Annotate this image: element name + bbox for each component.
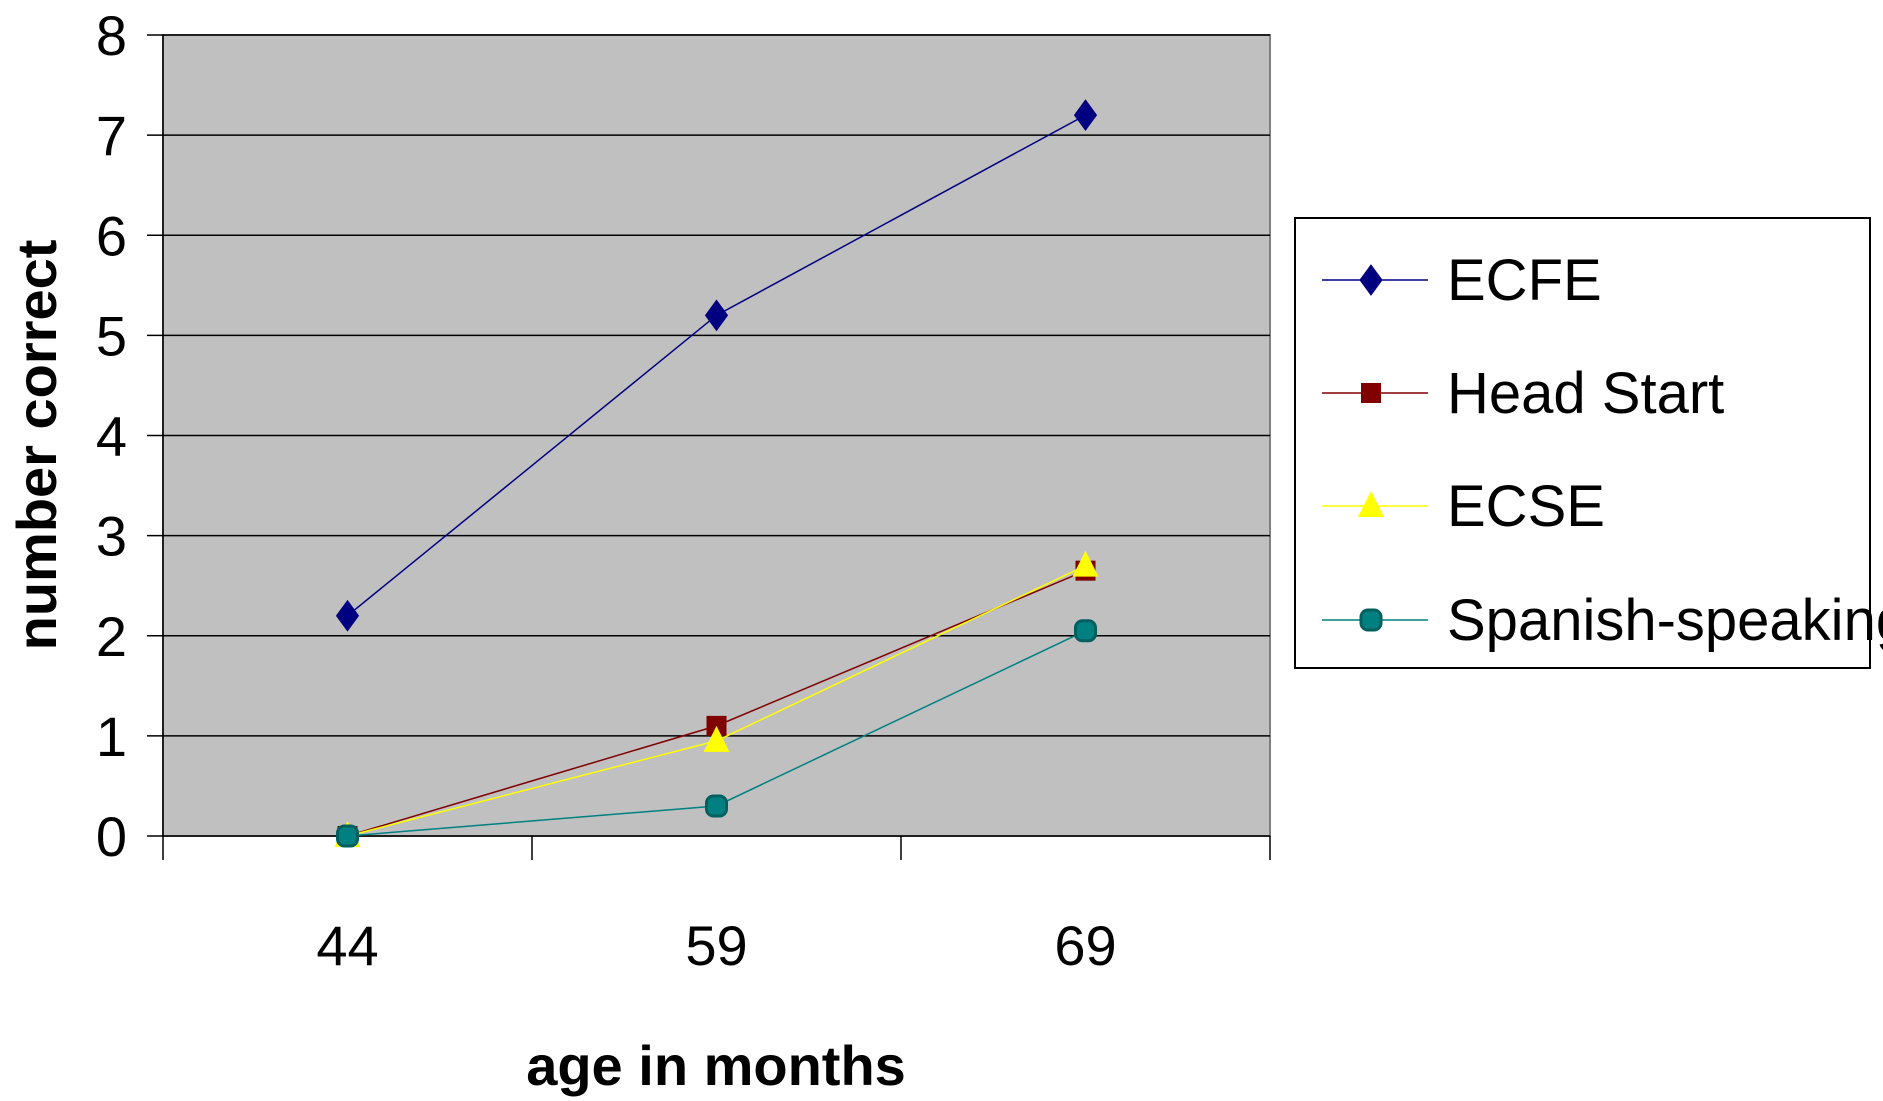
data-point [336, 824, 359, 848]
legend-items: ECFE Head Start ECSE Spanish-speaking [1322, 248, 1883, 653]
data-point [705, 794, 728, 818]
x-tick-label: 59 [685, 914, 747, 977]
y-tick-label: 7 [96, 104, 127, 167]
legend: ECFE Head Start ECSE Spanish-speaking [1294, 217, 1883, 669]
y-tick-label: 4 [96, 405, 127, 468]
data-point [1072, 550, 1099, 577]
legend-item: Spanish-speaking [1322, 588, 1883, 653]
legend-label: Spanish-speaking [1447, 588, 1883, 653]
data-point [335, 599, 360, 632]
legend-marker [1359, 608, 1383, 632]
y-tick-label: 2 [96, 605, 127, 668]
x-tick-label: 69 [1054, 914, 1116, 977]
y-axis-title: number correct [5, 240, 68, 651]
data-point [1074, 619, 1097, 643]
x-axis-title: age in months [526, 1034, 906, 1097]
series-spanish-speaking [336, 619, 1097, 848]
legend-marker [1358, 491, 1384, 517]
data-point [703, 725, 730, 752]
legend-label: ECFE [1447, 248, 1602, 313]
data-point [704, 299, 729, 332]
legend-box [1294, 217, 1871, 669]
legend-label: ECSE [1447, 474, 1605, 539]
x-axis-ticks: 44 59 69 [162, 836, 1271, 977]
series-layer [334, 99, 1099, 848]
y-tick-label: 3 [96, 505, 127, 568]
y-axis-ticks: 0 1 2 3 4 5 6 7 8 [96, 4, 163, 868]
legend-label: Head Start [1447, 361, 1724, 426]
legend-item: Head Start [1322, 361, 1724, 426]
x-tick-label: 44 [316, 914, 378, 977]
y-tick-label: 6 [96, 204, 127, 267]
data-point [706, 715, 727, 736]
series-ecfe [335, 99, 1098, 632]
legend-marker [1361, 383, 1381, 403]
legend-marker [1359, 264, 1383, 296]
y-tick-label: 1 [96, 705, 127, 768]
y-tick-label: 8 [96, 4, 127, 67]
y-tick-label: 5 [96, 304, 127, 367]
data-point [1073, 99, 1098, 131]
legend-item: ECSE [1322, 474, 1605, 539]
y-tick-label: 0 [96, 805, 127, 868]
legend-item: ECFE [1322, 248, 1602, 313]
